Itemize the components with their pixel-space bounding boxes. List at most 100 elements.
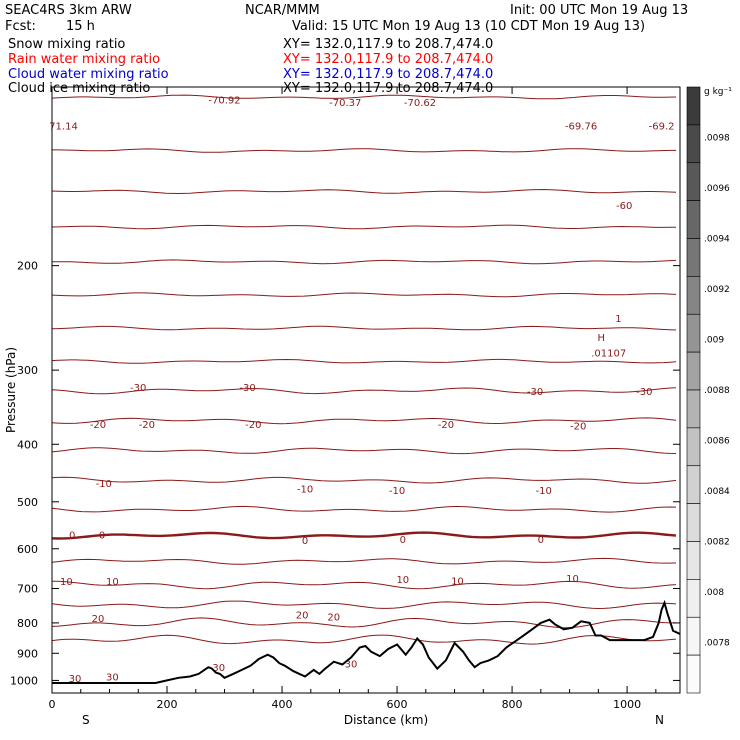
isotherm-lines (52, 94, 677, 645)
isotherm-line (52, 188, 677, 195)
colorbar-label: .0088 (704, 386, 730, 396)
contour-label: -69.76 (565, 121, 597, 132)
contour-label: 10 (60, 577, 73, 588)
contour-label: -20 (139, 420, 155, 431)
contour-label: 20 (92, 614, 105, 625)
model-title: SEAC4RS 3km ARW (5, 3, 132, 18)
contour-label: -10 (389, 486, 405, 497)
contour-label: 10 (566, 574, 579, 585)
contour-label: 0 (302, 536, 308, 547)
isotherm-line (52, 224, 677, 230)
legend-snow-xy: XY= 132.0,117.9 to 208.7,474.0 (283, 37, 494, 52)
valid-time: Valid: 15 UTC Mon 19 Aug 13 (10 CDT Mon … (292, 19, 646, 34)
colorbar-label: .009 (704, 336, 724, 346)
legend-rain: Rain water mixing ratio (8, 52, 161, 67)
contour-label: -30 (527, 387, 543, 398)
y-axis-title: Pressure (hPa) (4, 347, 18, 433)
y-tick-label: 700 (17, 583, 38, 596)
fcst-value: 15 h (66, 19, 95, 34)
x-tick-label: 1000 (613, 698, 641, 711)
colorbar-label: .0092 (704, 285, 730, 295)
contour-label: -30 (239, 383, 255, 394)
contour-label: 30 (345, 660, 358, 671)
isotherm-line (52, 387, 677, 395)
y-tick-label: 300 (17, 364, 38, 377)
contour-label: 0 (99, 531, 105, 542)
contour-label: 1 (615, 314, 621, 325)
contour-label: -30 (130, 383, 146, 394)
isotherm-line (52, 259, 677, 265)
contour-label: -10 (96, 479, 112, 490)
colorbar-swatch (686, 200, 701, 239)
x-tick-label: 200 (157, 698, 178, 711)
contour-label: 0 (400, 535, 406, 546)
colorbar-swatch (686, 313, 701, 353)
legend-cloud-water-xy: XY= 132.0,117.9 to 208.7,474.0 (283, 67, 494, 82)
x-tick-label: 800 (502, 698, 523, 711)
isotherm-line (52, 600, 677, 610)
y-tick-label: 500 (17, 496, 38, 509)
colorbar-swatch (686, 276, 701, 315)
colorbar-swatch (686, 616, 701, 656)
isotherm-line (52, 358, 677, 364)
colorbar-label: .0098 (704, 134, 730, 144)
y-tick-label: 400 (17, 438, 38, 451)
legend-rain-xy: XY= 132.0,117.9 to 208.7,474.0 (283, 52, 494, 67)
y-tick-label: 1000 (10, 674, 38, 687)
contour-label: -30 (636, 387, 652, 398)
x-tick-label: 0 (49, 698, 56, 711)
colorbar-label: .0086 (704, 437, 730, 447)
isotherm-line (52, 557, 677, 565)
isotherm-line (52, 325, 677, 331)
x-tick-label: 600 (387, 698, 408, 711)
fcst-label: Fcst: (5, 19, 36, 34)
isotherm-line (52, 94, 677, 100)
contour-label: 10 (396, 575, 409, 586)
contour-label: H (597, 333, 605, 344)
colorbar-label: .0084 (704, 487, 730, 497)
isotherm-line (52, 476, 677, 484)
colorbar-swatch (686, 503, 701, 542)
contour-labels: 71.14 -70.92 -70.37 -70.62 -69.76 -69.2 -60 -30… (49, 96, 674, 685)
colorbar-label: .0078 (704, 639, 730, 649)
contour-label: 30 (106, 673, 119, 684)
end-label-south: S (82, 713, 90, 727)
contour-label: -70.92 (208, 96, 240, 107)
contour-label: -20 (90, 420, 106, 431)
isotherm-line (52, 417, 677, 425)
terrain (52, 599, 680, 684)
contour-label: -70.62 (404, 98, 436, 109)
init-time: Init: 00 UTC Mon 19 Aug 13 (510, 3, 689, 18)
axis-ticks: 0 200 400 600 800 100020030040050060070080090… (10, 87, 680, 711)
legend-cloud-ice-xy: XY= 132.0,117.9 to 208.7,474.0 (283, 81, 494, 96)
contour-label: -10 (536, 486, 552, 497)
contour-label: 71.14 (49, 121, 78, 132)
isotherm-line (52, 505, 677, 513)
contour-label: -20 (438, 420, 454, 431)
contour-label: 30 (212, 663, 225, 674)
legend-cloud-ice: Cloud ice mixing ratio (8, 81, 151, 96)
plot-frame (51, 86, 681, 694)
colorbar-label: .008 (704, 588, 724, 598)
isotherm-line (52, 634, 677, 645)
terrain-line (52, 599, 680, 684)
legend-cloud-water: Cloud water mixing ratio (8, 67, 169, 82)
x-axis-title: Distance (km) (344, 713, 428, 727)
contour-label: 20 (296, 611, 309, 622)
colorbar-swatch (686, 162, 701, 201)
contour-label: .01107 (591, 348, 626, 359)
isotherm-line (52, 447, 677, 455)
isotherm-line (52, 617, 676, 629)
contour-label: -20 (245, 420, 261, 431)
contour-label: -60 (616, 201, 632, 212)
colorbar-label: .0082 (704, 538, 730, 548)
end-label-north: N (655, 713, 664, 727)
colorbar: .0098 .0096 .0094 .0092 .009 .0088 .0086 .0084.… (686, 86, 730, 694)
contour-label: -69.2 (649, 121, 675, 132)
colorbar-swatch (686, 238, 701, 277)
y-tick-label: 900 (17, 647, 38, 660)
colorbar-swatch (686, 351, 701, 391)
colorbar-swatch (686, 541, 701, 580)
contour-label: 0 (538, 535, 544, 546)
